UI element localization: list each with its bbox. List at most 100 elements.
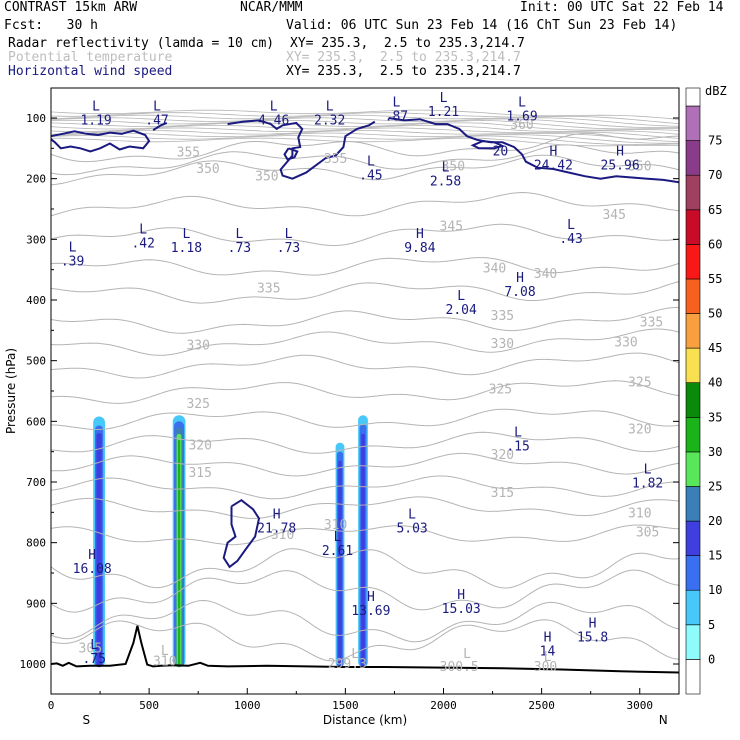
theta-contour-low-1 <box>51 569 679 613</box>
colorbar-swatch <box>685 589 701 626</box>
reflectivity-layer <box>93 415 368 668</box>
theta-label: 300.5 <box>440 660 479 675</box>
extremum-value: 1.21 <box>428 105 459 120</box>
field-xy-wind: XY= 235.3, 2.5 to 235.3,214.7 <box>286 64 521 79</box>
extremum-marker: H <box>589 617 597 632</box>
theta-label: 350 <box>255 169 278 184</box>
y-axis-label: Pressure (hPa) <box>4 348 18 434</box>
extremum-value: 2.04 <box>446 303 477 318</box>
extremum-value: 14 <box>540 645 556 660</box>
extremum-value: .39 <box>61 255 84 270</box>
colorbar-swatch <box>685 140 701 176</box>
theta-label: 345 <box>602 208 625 223</box>
theta-contour-top-3 <box>51 117 679 128</box>
y-tick-label: 1000 <box>20 658 47 671</box>
extremum-marker: L <box>514 426 522 441</box>
extremum-value: 16.08 <box>73 562 112 577</box>
extremum-marker: H <box>273 507 281 522</box>
colorbar-tick-label: 10 <box>708 583 722 597</box>
extremum-marker: L <box>367 154 375 169</box>
theta-label: 325 <box>489 382 512 397</box>
y-tick-label: 400 <box>26 294 46 307</box>
y-tick-label: 800 <box>26 537 46 550</box>
colorbar-tick-label: 35 <box>708 410 722 424</box>
colorbar-swatch <box>685 486 701 522</box>
extremum-value: 2.58 <box>430 174 461 189</box>
theta-contour-2 <box>51 154 679 186</box>
wind-contour-2 <box>388 117 679 184</box>
extremum-value: 5.03 <box>396 521 427 536</box>
org-label: NCAR/MMM <box>240 0 303 15</box>
extremum-marker: L <box>544 650 552 665</box>
colorbar-top-swatch <box>685 87 701 107</box>
init-time: Init: 00 UTC Sat 22 Feb 14 <box>520 0 724 15</box>
valid-time: Valid: 06 UTC Sun 23 Feb 14 (16 ChT Sun … <box>286 18 678 33</box>
theta-contour-13 <box>51 452 679 477</box>
theta-contour-4 <box>51 223 679 247</box>
extremum-value: 24.42 <box>534 159 573 174</box>
colorbar-tick-label: 55 <box>708 272 722 286</box>
extremum-marker: H <box>516 271 524 286</box>
wind-contour-1 <box>227 119 376 180</box>
theta-label: 350 <box>628 160 651 175</box>
extremum-value: .73 <box>277 241 300 256</box>
theta-label: 355 <box>177 146 200 161</box>
theta-label: 360 <box>510 118 533 133</box>
x-tick-label: 500 <box>139 699 159 712</box>
theta-contour-10 <box>51 380 679 404</box>
colorbar-tick-label: 50 <box>708 307 722 321</box>
theta-label: 305 <box>636 526 659 541</box>
axes-layer: 100 200 300 400 500 600 700 800 900 1000 0 500 1000 1… <box>4 112 679 727</box>
extremum-marker: L <box>392 96 400 111</box>
theta-contour-8 <box>51 328 679 356</box>
extremum-value: 1.82 <box>632 477 663 492</box>
theta-contour-top-1 <box>51 112 679 124</box>
theta-label: 315 <box>491 486 514 501</box>
y-tick-label: 100 <box>26 112 46 125</box>
model-title: CONTRAST 15km ARW <box>4 0 138 15</box>
y-tick-label: 200 <box>26 173 46 186</box>
y-tick-label: 700 <box>26 476 46 489</box>
field-label-reflectivity: Radar reflectivity (lamda = 10 cm) <box>8 36 275 51</box>
wind-contour-label: 20 <box>493 145 509 160</box>
extremum-value: .15 <box>506 440 529 455</box>
extremum-marker: L <box>518 96 526 111</box>
theta-label: 325 <box>186 397 209 412</box>
extremum-marker: L <box>334 530 342 545</box>
theta-contour-5 <box>51 257 679 276</box>
extremum-value: .75 <box>82 652 105 667</box>
colorbar-tick-label: 75 <box>708 134 722 148</box>
colorbar-tick-label: 40 <box>708 376 722 390</box>
theta-label: 310 <box>324 518 347 533</box>
extremum-marker: H <box>549 145 557 160</box>
theta-contour-6 <box>51 281 679 304</box>
forecast-hour: Fcst: 30 h <box>4 18 98 33</box>
theta-label: 300 <box>534 660 557 675</box>
theta-label: 350 <box>442 160 465 175</box>
colorbar-tick-label: 0 <box>708 652 715 666</box>
extremum-value: 1.18 <box>171 241 202 256</box>
theta-contour-11 <box>51 408 679 431</box>
extremum-marker: L <box>285 227 293 242</box>
colorbar-swatch <box>685 659 701 695</box>
theta-contour-0 <box>51 132 679 163</box>
extremum-value: 7.08 <box>504 285 535 300</box>
theta-label: 355 <box>324 152 347 167</box>
theta-label: 330 <box>186 339 209 354</box>
theta-label: 340 <box>534 267 557 282</box>
terrain-line <box>51 625 679 674</box>
colorbar-swatch <box>685 347 701 384</box>
extremum-value: .87 <box>385 110 408 125</box>
direction-south: S <box>83 713 91 727</box>
theta-contour-top-10 <box>51 135 679 146</box>
extremum-value: 15.03 <box>442 602 481 617</box>
extremum-value: 21.78 <box>257 521 296 536</box>
extremum-value: .43 <box>559 232 582 247</box>
x-axis-label: Distance (km) <box>323 713 407 727</box>
wind-contour-6 <box>152 121 168 131</box>
theta-label: 330 <box>614 336 637 351</box>
x-tick-label: 2500 <box>528 699 555 712</box>
extremum-marker: H <box>367 590 375 605</box>
